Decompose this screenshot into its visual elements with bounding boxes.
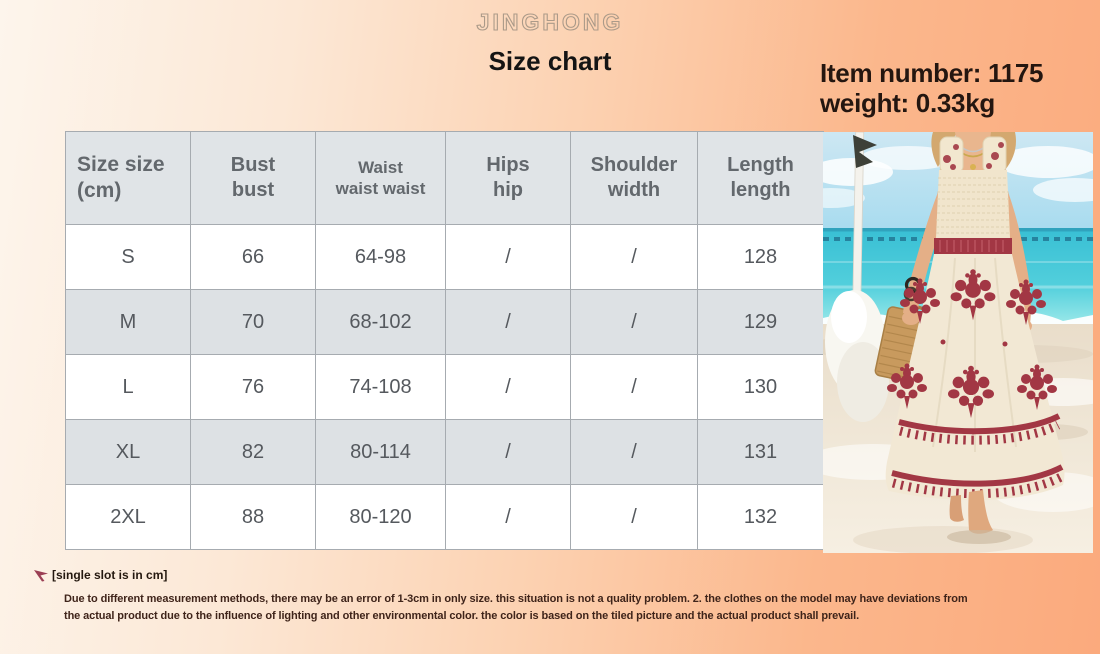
product-info: Item number: 1175 weight: 0.33kg — [820, 58, 1044, 118]
table-cell: / — [570, 289, 698, 355]
column-header-bust: Bust bust — [190, 131, 316, 225]
beach-chair — [825, 290, 889, 422]
item-weight: weight: 0.33kg — [820, 88, 995, 118]
table-cell: 129 — [697, 289, 824, 355]
item-number: Item number: 1175 — [820, 58, 1044, 88]
table-cell: M — [65, 289, 191, 355]
table-cell: 66 — [190, 224, 316, 290]
table-cell: 80-120 — [315, 484, 446, 550]
size-table: Size size (cm) Bust bust Waist waist wai… — [65, 131, 824, 550]
table-row-l: L 76 74-108 / / 130 — [65, 354, 824, 420]
table-cell: 2XL — [65, 484, 191, 550]
table-row-s: S 66 64-98 / / 128 — [65, 224, 824, 290]
cursor-arrow-icon — [34, 570, 48, 582]
dress — [885, 136, 1065, 501]
smocked-bodice — [936, 170, 1010, 238]
table-cell: S — [65, 224, 191, 290]
table-cell: 74-108 — [315, 354, 446, 420]
column-header-waist: Waist waist waist — [315, 131, 446, 225]
size-table-header: Size size (cm) Bust bust Waist waist wai… — [65, 131, 824, 225]
beach-scene — [823, 132, 1093, 553]
table-cell: / — [570, 354, 698, 420]
table-cell: / — [445, 289, 571, 355]
table-cell: / — [570, 484, 698, 550]
unit-footnote: [single slot is in cm] — [33, 568, 167, 582]
table-cell: 82 — [190, 419, 316, 485]
model — [885, 132, 1065, 544]
header-row: Size size (cm) Bust bust Waist waist wai… — [65, 131, 824, 225]
table-cell: / — [445, 419, 571, 485]
table-cell: 130 — [697, 354, 824, 420]
column-header-shoulder: Shoulder width — [570, 131, 698, 225]
page-title: Size chart — [488, 46, 612, 76]
shadow — [947, 530, 1011, 544]
table-cell: L — [65, 354, 191, 420]
table-cell: / — [570, 224, 698, 290]
table-cell: XL — [65, 419, 191, 485]
column-header-length: Length length — [697, 131, 824, 225]
table-cell: 131 — [697, 419, 824, 485]
unit-note-text: [single slot is in cm] — [52, 568, 168, 582]
product-photo — [823, 132, 1093, 553]
legs-feet — [947, 490, 1011, 544]
strap-print — [943, 142, 1004, 170]
table-cell: / — [570, 419, 698, 485]
table-cell: / — [445, 354, 571, 420]
table-cell: / — [445, 224, 571, 290]
disclaimer-text: Due to different measurement methods, th… — [64, 593, 968, 622]
table-cell: 132 — [697, 484, 824, 550]
flag-pole — [851, 132, 877, 329]
table-cell: 88 — [190, 484, 316, 550]
table-cell: / — [445, 484, 571, 550]
hem-trim — [891, 413, 1064, 499]
table-row-2xl: 2XL 88 80-120 / / 132 — [65, 484, 824, 550]
table-cell: 80-114 — [315, 419, 446, 485]
pennant — [853, 135, 877, 168]
brand-logo: JINGHONG — [476, 8, 624, 35]
column-header-size: Size size (cm) — [65, 131, 191, 225]
table-row-xl: XL 82 80-114 / / 131 — [65, 419, 824, 485]
table-cell: 64-98 — [315, 224, 446, 290]
waistband — [934, 238, 1012, 254]
table-cell: 70 — [190, 289, 316, 355]
table-cell: 128 — [697, 224, 824, 290]
pendant — [970, 164, 976, 170]
table-cell: 68-102 — [315, 289, 446, 355]
column-header-hips: Hips hip — [445, 131, 571, 225]
table-cell: 76 — [190, 354, 316, 420]
hand — [902, 311, 920, 325]
table-row-m: M 70 68-102 / / 129 — [65, 289, 824, 355]
